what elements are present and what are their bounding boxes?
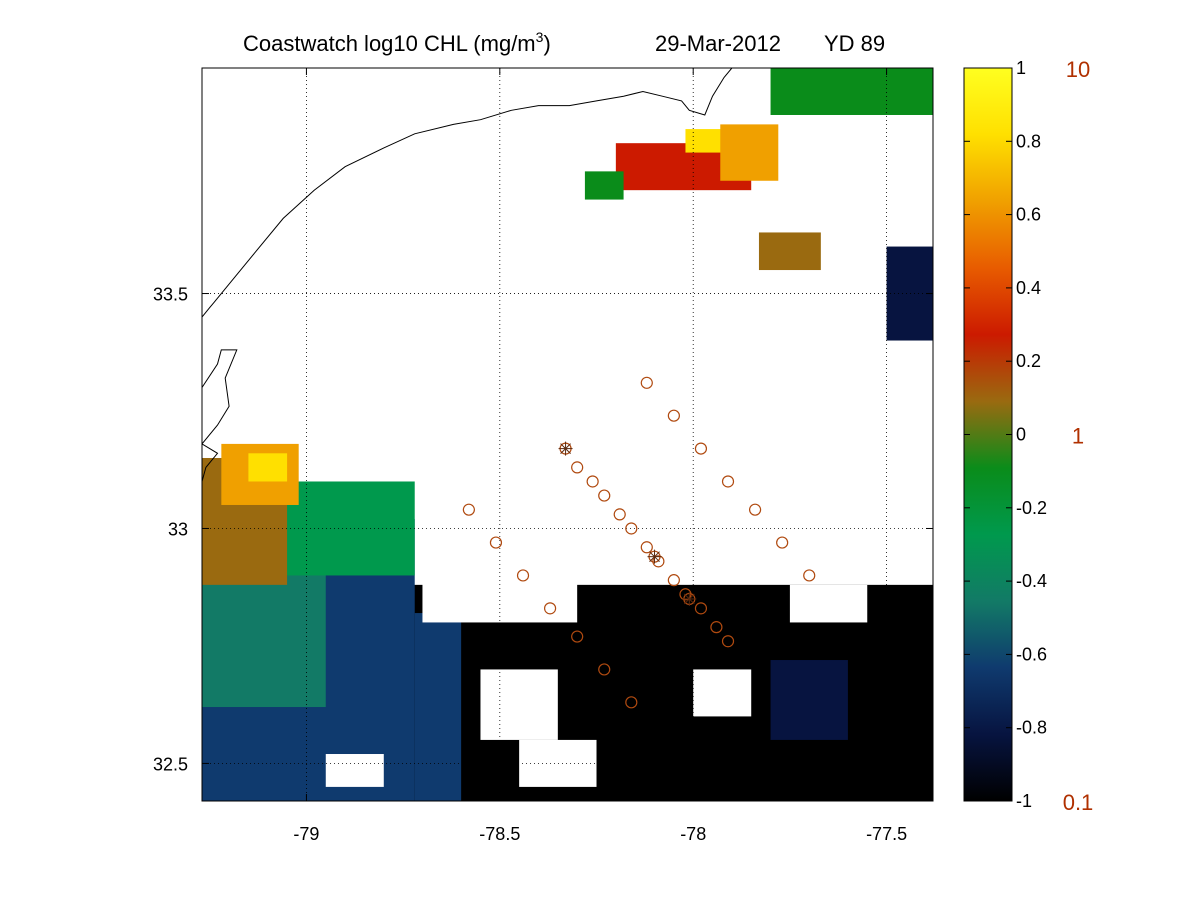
- x-tick-label: -77.5: [866, 824, 907, 844]
- colorbar-tick-label: 1: [1016, 58, 1026, 78]
- station-marker: [462, 503, 475, 516]
- colorbar: [963, 67, 1013, 802]
- colorbar-secondary-label: 0.1: [1063, 790, 1094, 815]
- station-marker: [721, 635, 735, 648]
- x-tick-label: -78: [680, 824, 706, 844]
- station-markers: [462, 376, 816, 709]
- colorbar-tick-label: -0.2: [1016, 498, 1047, 518]
- colorbar-tick-label: -0.8: [1016, 718, 1047, 738]
- y-tick-label: 33: [168, 519, 188, 539]
- chl-patch: [248, 453, 288, 482]
- colorbar-secondary-label: 1: [1072, 424, 1084, 449]
- chl-patch: [758, 232, 821, 271]
- station-marker: [598, 489, 611, 502]
- station-marker: [598, 663, 611, 676]
- colorbar-secondary-label: 10: [1066, 57, 1090, 82]
- colorbar-tick-label: -1: [1016, 791, 1032, 811]
- station-marker: [694, 442, 708, 455]
- station-marker: [613, 508, 626, 521]
- title-date: 29-Mar-2012: [655, 31, 781, 56]
- chlorophyll-field: [202, 68, 933, 801]
- station-marker: [543, 602, 557, 615]
- colorbar-tick-label: 0.2: [1016, 351, 1041, 371]
- station-marker: [694, 602, 708, 615]
- chl-patch: [770, 660, 848, 740]
- station-marker-asterisk: [647, 549, 662, 564]
- station-marker: [667, 409, 680, 422]
- colorbar-tick-label: 0.4: [1016, 278, 1041, 298]
- figure-title: Coastwatch log10 CHL (mg/m3): [243, 29, 551, 56]
- y-tick-label: 33.5: [153, 285, 188, 305]
- chl-patch: [720, 124, 779, 181]
- station-marker-asterisk: [682, 591, 697, 606]
- chl-patch: [584, 171, 624, 200]
- cloud-gap: [519, 739, 597, 787]
- y-axis: 32.5 33 33.5: [153, 285, 933, 774]
- station-marker: [721, 475, 735, 488]
- station-marker: [489, 536, 503, 549]
- station-marker: [776, 536, 789, 549]
- station-marker: [625, 696, 638, 709]
- colorbar-tick-label: -0.6: [1016, 644, 1047, 664]
- x-tick-label: -78.5: [479, 824, 520, 844]
- colorbar-tick-label: -0.4: [1016, 571, 1047, 591]
- coastline: [202, 68, 733, 482]
- y-tick-label: 32.5: [153, 754, 188, 774]
- chl-patch: [414, 613, 462, 801]
- station-marker: [710, 621, 723, 634]
- cloud-gap: [325, 754, 384, 787]
- station-marker: [516, 569, 530, 582]
- station-marker: [667, 574, 680, 587]
- station-marker: [803, 569, 816, 582]
- chl-patch: [770, 68, 933, 115]
- cloud-gap: [693, 669, 752, 717]
- station-marker: [640, 376, 653, 389]
- cloud-gap: [789, 584, 868, 623]
- station-marker: [640, 541, 653, 554]
- colorbar-ticks: 1 0.8 0.6 0.4 0.2 0 -0.2 -0.4 -0.6 -0.8 -1: [964, 58, 1047, 811]
- station-marker: [586, 475, 599, 488]
- station-marker-asterisk: [558, 441, 573, 456]
- colorbar-tick-label: 0: [1016, 425, 1026, 445]
- map-panel: [202, 68, 933, 801]
- cloud-gap: [422, 551, 578, 623]
- station-marker: [625, 522, 638, 535]
- title-yearday: YD 89: [824, 31, 885, 56]
- map-frame: [201, 67, 934, 802]
- colorbar-tick-label: 0.8: [1016, 131, 1041, 151]
- chl-patch: [685, 129, 725, 153]
- station-marker: [571, 461, 584, 474]
- x-tick-label: -79: [293, 824, 319, 844]
- colorbar-secondary-labels: 10 1 0.1: [1063, 57, 1094, 815]
- station-marker: [571, 630, 584, 643]
- colorbar-tick-label: 0.6: [1016, 205, 1041, 225]
- x-axis: -79 -78.5 -78 -77.5: [293, 68, 907, 844]
- cloud-gap: [480, 669, 558, 740]
- station-marker: [748, 503, 762, 516]
